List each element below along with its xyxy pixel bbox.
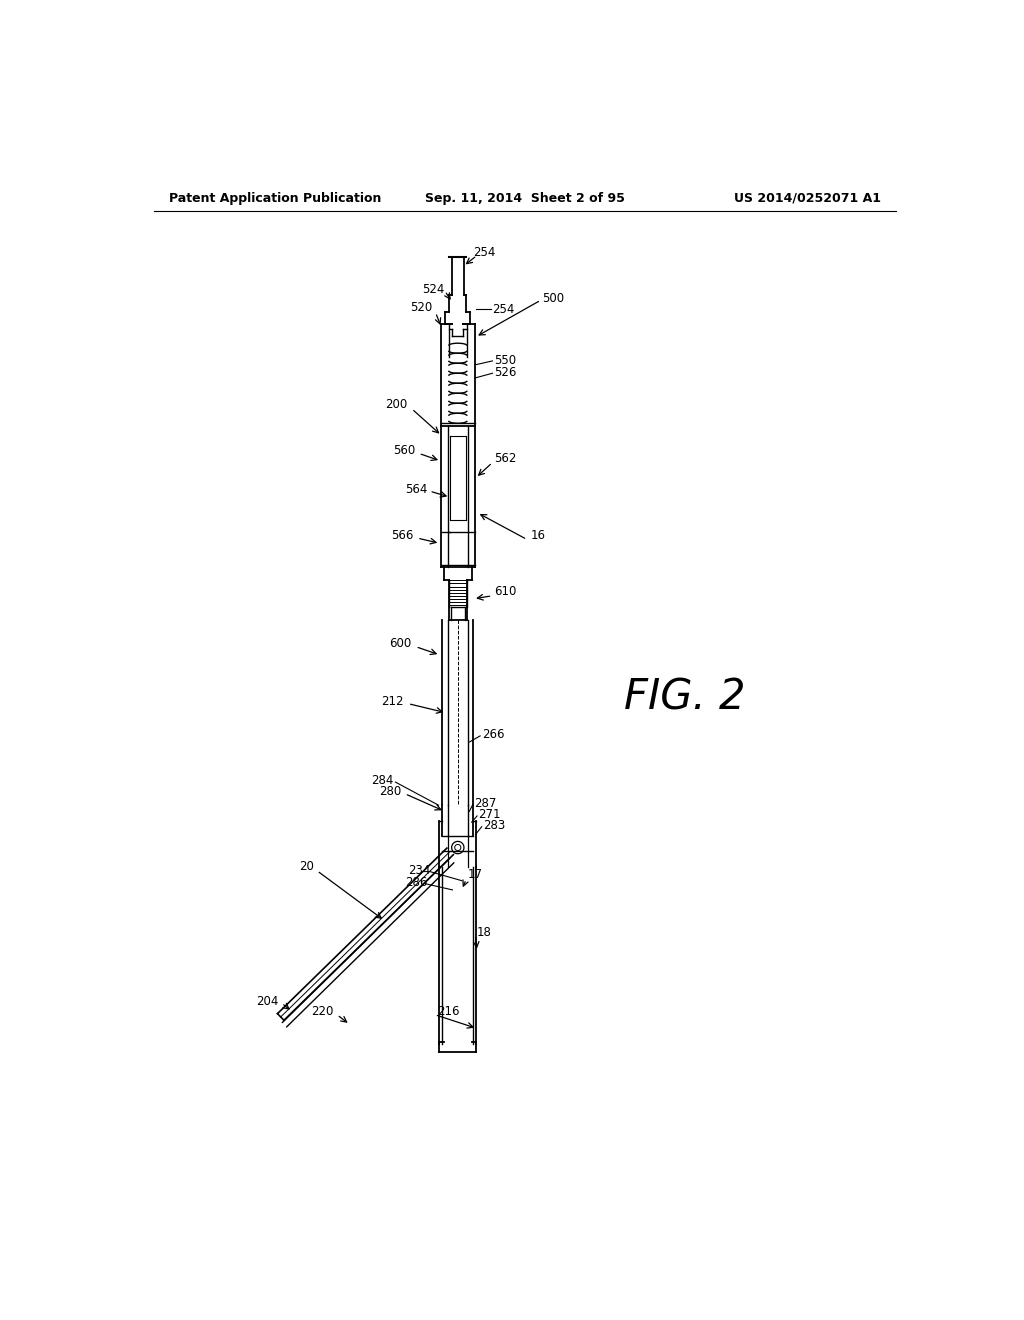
Text: 266: 266 <box>481 727 504 741</box>
Text: Sep. 11, 2014  Sheet 2 of 95: Sep. 11, 2014 Sheet 2 of 95 <box>425 191 625 205</box>
Text: 234: 234 <box>409 865 431 878</box>
Text: 566: 566 <box>391 529 414 543</box>
Text: 254: 254 <box>493 302 515 315</box>
Text: 254: 254 <box>473 246 496 259</box>
Text: 520: 520 <box>411 301 432 314</box>
Text: FIG. 2: FIG. 2 <box>625 676 745 718</box>
Text: 200: 200 <box>385 399 408 412</box>
Text: 271: 271 <box>478 808 501 821</box>
Text: 18: 18 <box>477 925 492 939</box>
Text: 16: 16 <box>531 529 546 543</box>
Text: 287: 287 <box>474 797 497 810</box>
Text: 280: 280 <box>379 785 401 797</box>
Text: 20: 20 <box>299 861 313 874</box>
Text: 560: 560 <box>393 445 416 458</box>
Text: 524: 524 <box>422 282 444 296</box>
Text: 220: 220 <box>310 1005 333 1018</box>
Text: 216: 216 <box>437 1005 460 1018</box>
Text: 17: 17 <box>468 869 483 880</box>
Text: 564: 564 <box>404 483 427 496</box>
Text: Patent Application Publication: Patent Application Publication <box>169 191 381 205</box>
Text: 600: 600 <box>389 638 412 649</box>
Text: 550: 550 <box>494 354 516 367</box>
Text: 526: 526 <box>494 366 516 379</box>
Text: 283: 283 <box>483 818 506 832</box>
Text: US 2014/0252071 A1: US 2014/0252071 A1 <box>733 191 881 205</box>
Text: 610: 610 <box>494 585 516 598</box>
Text: 212: 212 <box>381 694 403 708</box>
Text: 204: 204 <box>256 995 279 1008</box>
Text: 500: 500 <box>543 292 564 305</box>
Text: 562: 562 <box>494 453 516 465</box>
Text: 286: 286 <box>404 875 427 888</box>
Text: 284: 284 <box>372 774 394 787</box>
